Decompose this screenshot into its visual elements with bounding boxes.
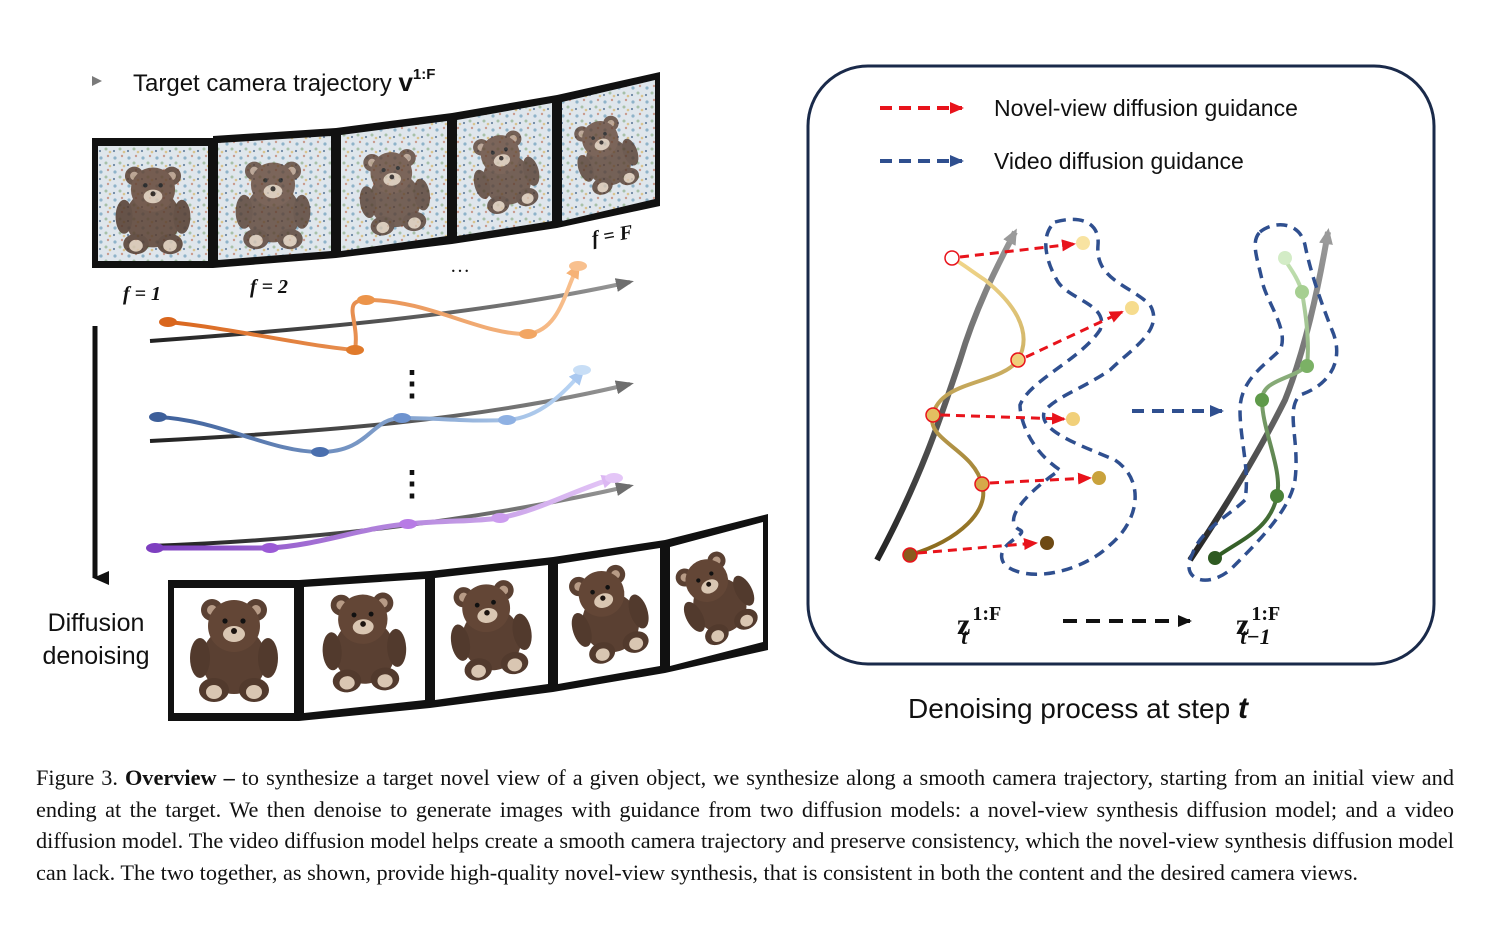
novel-view-guidance-arrows bbox=[917, 239, 1124, 555]
denoising-panel-box bbox=[806, 64, 1436, 666]
noisy-frame-2 bbox=[213, 128, 336, 268]
vertical-dots-1: ⋮ bbox=[395, 366, 429, 403]
side-label-line2: denoising bbox=[42, 642, 149, 670]
target-trajectory-arrow-icon bbox=[874, 228, 1018, 562]
legend-label: Target camera trajectory v1:F bbox=[133, 66, 435, 97]
step-t-diagram bbox=[874, 217, 1156, 577]
clean-frame-5 bbox=[664, 514, 768, 673]
denoising-process-title: Denoising process at step t bbox=[908, 692, 1250, 725]
blue-sampled-trajectory bbox=[157, 368, 585, 455]
frame-label-2: f = 2 bbox=[250, 276, 288, 298]
purple-sampled-trajectory bbox=[154, 474, 618, 551]
frame-label-1: f = 1 bbox=[123, 283, 161, 305]
trajectory-row-orange bbox=[149, 261, 634, 355]
legend-video: Video diffusion guidance bbox=[994, 148, 1244, 174]
noisy-film-strip bbox=[92, 72, 660, 268]
clean-film-strip bbox=[168, 514, 768, 721]
video-guidance-region bbox=[1187, 223, 1339, 582]
trajectory-row-purple bbox=[146, 473, 634, 553]
side-label-line1: Diffusion bbox=[48, 609, 145, 637]
target-trajectory-arrow-icon bbox=[149, 380, 634, 443]
legend-novel-view: Novel-view diffusion guidance bbox=[994, 95, 1298, 121]
clean-frame-2 bbox=[299, 571, 430, 721]
noisy-frame-5 bbox=[557, 72, 660, 228]
target-trajectory-legend: Target camera trajectory v1:F bbox=[40, 66, 435, 97]
frame-label-F: f = F bbox=[590, 221, 635, 250]
z-t-minus-1-label: z 1:F t−1 bbox=[1236, 603, 1280, 649]
frame-label-ellipsis: … bbox=[450, 255, 470, 277]
overview-figure: Target camera trajectory v1:F bbox=[40, 64, 1436, 725]
orange-sampled-trajectory bbox=[167, 262, 580, 353]
noisy-frame-4 bbox=[452, 95, 557, 244]
clean-frame-4 bbox=[553, 540, 665, 692]
noisy-gold-trajectory bbox=[909, 256, 1026, 557]
clean-frame-3 bbox=[430, 557, 553, 708]
z-t-label: z 1:F t bbox=[957, 603, 1001, 649]
video-guidance-region bbox=[1000, 217, 1156, 577]
noisy-frame-3 bbox=[336, 113, 452, 258]
clean-frame-1 bbox=[168, 580, 299, 721]
right-legend: Novel-view diffusion guidance Video diff… bbox=[880, 95, 1298, 174]
noisy-frame-1 bbox=[92, 138, 213, 268]
caption-prefix: Figure 3. bbox=[36, 765, 125, 790]
caption-bold: Overview – bbox=[124, 765, 235, 790]
figure-caption: Figure 3. Overview – to synthesize a tar… bbox=[36, 762, 1454, 888]
caption-text: to synthesize a target novel view of a g… bbox=[36, 765, 1454, 885]
target-trajectory-arrow-icon bbox=[149, 482, 634, 548]
trajectory-row-blue bbox=[149, 365, 634, 457]
step-t-minus-1-diagram bbox=[1187, 223, 1339, 582]
vertical-dots-2: ⋮ bbox=[395, 466, 429, 503]
